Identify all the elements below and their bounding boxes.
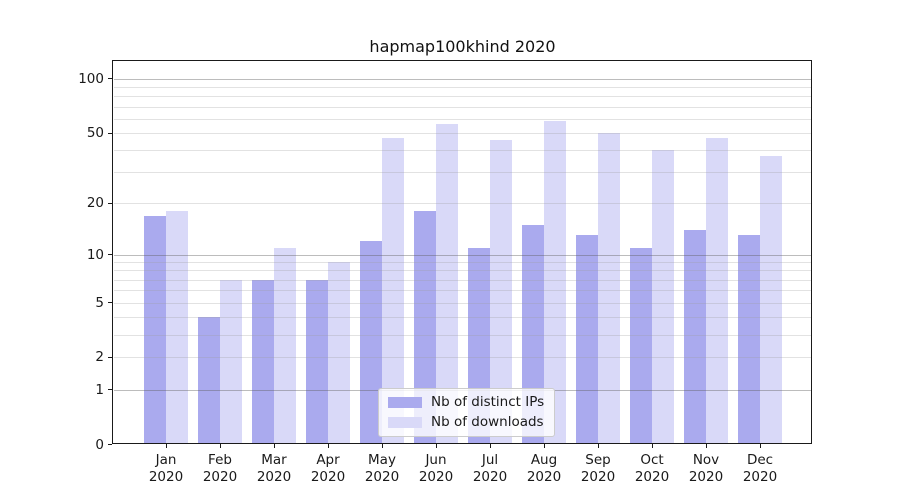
x-tick-label-apr: Apr 2020 (300, 452, 356, 486)
y-tick-mark-0 (108, 444, 112, 445)
bar-jun-distinct-ips (414, 211, 436, 444)
y-tick-label-50: 50 (86, 125, 104, 142)
x-tick-mark-aug (543, 444, 545, 448)
y-tick-label-100: 100 (78, 70, 104, 87)
x-tick-label-nov: Nov 2020 (678, 452, 734, 486)
bar-jan-downloads (166, 211, 188, 444)
bar-jul-downloads (490, 139, 512, 444)
x-tick-label-dec: Dec 2020 (732, 452, 788, 486)
y-tick-mark-5 (108, 302, 112, 304)
bar-feb-distinct-ips (198, 317, 220, 444)
x-tick-year: 2020 (202, 469, 238, 485)
bar-dec-downloads (760, 156, 782, 444)
gridline-100 (114, 78, 811, 80)
bar-feb-downloads (220, 279, 242, 444)
x-tick-mark-oct (651, 444, 653, 448)
chart-title: hapmap100khind 2020 (369, 37, 556, 56)
gridline-90 (114, 87, 811, 89)
x-tick-mark-sep (597, 444, 599, 448)
x-tick-label-jan: Jan 2020 (138, 452, 194, 486)
bar-apr-downloads (328, 262, 350, 444)
bar-oct-distinct-ips (630, 247, 652, 444)
legend-swatch-downloads (388, 416, 422, 428)
bar-apr-distinct-ips (306, 279, 328, 444)
x-tick-mark-jul (489, 444, 491, 448)
x-tick-mark-mar (273, 444, 275, 448)
y-tick-label-1: 1 (95, 381, 104, 398)
bar-sep-downloads (598, 133, 620, 444)
x-tick-label-aug: Aug 2020 (516, 452, 572, 486)
gridline-70 (114, 106, 811, 108)
x-tick-label-feb: Feb 2020 (192, 452, 248, 486)
bar-mar-distinct-ips (252, 279, 274, 444)
x-tick-year: 2020 (418, 469, 454, 485)
x-tick-year: 2020 (688, 469, 724, 485)
y-tick-label-2: 2 (95, 349, 104, 366)
legend-item-distinct-ips: Nb of distinct IPs (388, 394, 544, 410)
legend-item-downloads: Nb of downloads (388, 414, 544, 430)
bar-oct-downloads (652, 150, 674, 444)
y-tick-mark-50 (108, 132, 112, 134)
bar-dec-distinct-ips (738, 235, 760, 444)
x-tick-label-mar: Mar 2020 (246, 452, 302, 486)
bar-may-distinct-ips (360, 241, 382, 444)
x-tick-mark-may (381, 444, 383, 448)
x-tick-year: 2020 (742, 469, 778, 485)
legend: Nb of distinct IPs Nb of downloads (378, 388, 556, 437)
bar-nov-distinct-ips (684, 229, 706, 444)
y-tick-label-5: 5 (95, 294, 104, 311)
x-tick-mark-nov (705, 444, 707, 448)
y-tick-label-10: 10 (86, 246, 104, 263)
y-tick-mark-1 (108, 389, 112, 391)
x-tick-year: 2020 (256, 469, 292, 485)
x-tick-year: 2020 (472, 469, 508, 485)
bar-aug-downloads (544, 121, 566, 444)
x-tick-label-jul: Jul 2020 (462, 452, 518, 486)
x-tick-mark-dec (759, 444, 761, 448)
y-tick-label-0: 0 (95, 436, 104, 453)
legend-label-distinct-ips: Nb of distinct IPs (431, 394, 545, 410)
x-tick-year: 2020 (634, 469, 670, 485)
x-tick-year: 2020 (310, 469, 346, 485)
x-tick-label-oct: Oct 2020 (624, 452, 680, 486)
bar-mar-downloads (274, 247, 296, 444)
x-tick-label-jun: Jun 2020 (408, 452, 464, 486)
x-tick-mark-feb (219, 444, 221, 448)
gridline-50 (114, 133, 811, 135)
bar-jun-downloads (436, 124, 458, 444)
bar-may-downloads (382, 137, 404, 444)
x-tick-mark-apr (327, 444, 329, 448)
x-tick-mark-jun (435, 444, 437, 448)
y-tick-mark-20 (108, 202, 112, 204)
x-tick-year: 2020 (148, 469, 184, 485)
legend-label-downloads: Nb of downloads (431, 414, 544, 430)
legend-swatch-distinct-ips (388, 396, 422, 408)
y-tick-mark-2 (108, 356, 112, 358)
x-tick-mark-jan (165, 444, 167, 448)
y-tick-mark-100 (108, 78, 112, 80)
bar-sep-distinct-ips (576, 235, 598, 444)
bar-jan-distinct-ips (144, 215, 166, 444)
bar-nov-downloads (706, 137, 728, 444)
gridline-60 (114, 118, 811, 120)
gridline-80 (114, 96, 811, 98)
x-tick-year: 2020 (580, 469, 616, 485)
y-tick-mark-10 (108, 254, 112, 256)
x-tick-label-may: May 2020 (354, 452, 410, 486)
y-tick-label-20: 20 (86, 195, 104, 212)
x-tick-year: 2020 (364, 469, 400, 485)
x-tick-label-sep: Sep 2020 (570, 452, 626, 486)
x-tick-year: 2020 (526, 469, 562, 485)
